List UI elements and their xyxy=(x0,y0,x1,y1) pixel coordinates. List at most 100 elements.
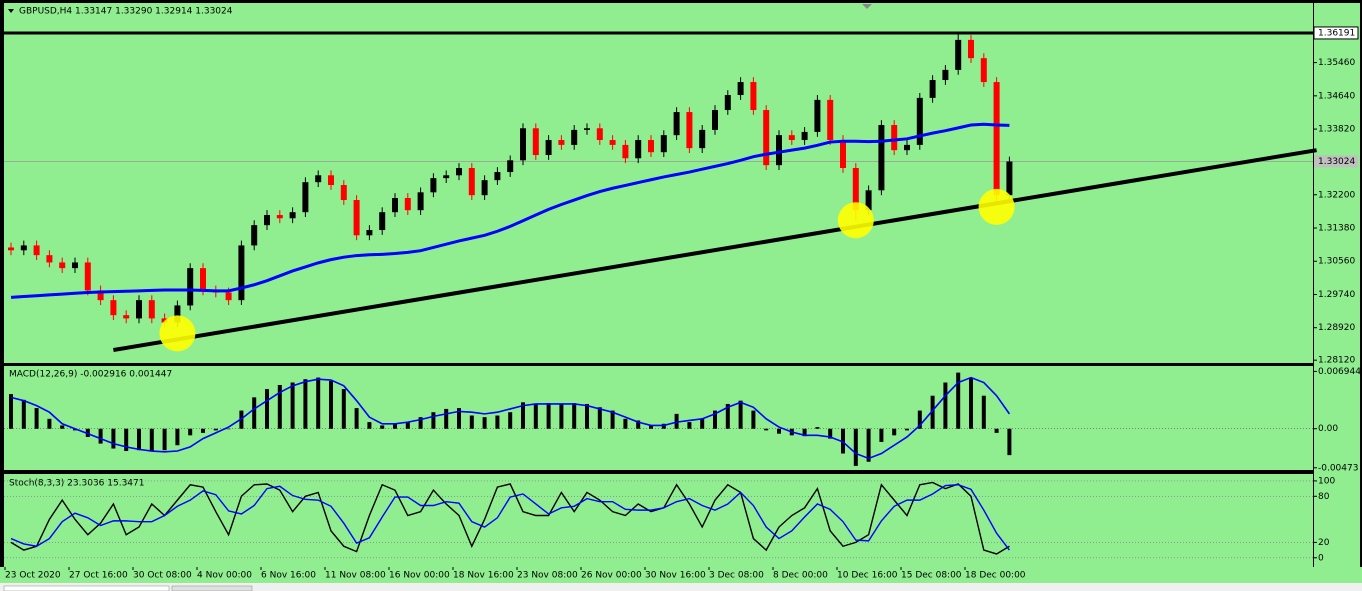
macd-bar xyxy=(290,382,295,429)
macd-bar xyxy=(303,379,308,429)
candle-body xyxy=(315,175,322,183)
macd-bar xyxy=(124,428,129,452)
candle-body xyxy=(763,110,770,166)
tab[interactable] xyxy=(171,585,253,591)
y-tick-label: 1.35460 xyxy=(1318,58,1355,68)
macd-bar xyxy=(623,418,628,429)
candle-body xyxy=(520,128,526,161)
stoch-signal xyxy=(10,484,1010,551)
macd-bar xyxy=(265,389,269,429)
y-tick-label: 80 xyxy=(1318,492,1330,502)
macd-bar xyxy=(943,382,948,429)
macd-bar xyxy=(444,408,449,429)
macd-title: MACD(12,26,9) -0.002916 0.001447 xyxy=(9,370,172,380)
current-price-label: 1.33024 xyxy=(1318,157,1355,167)
candle-body xyxy=(33,245,40,256)
candle-body xyxy=(891,125,898,151)
candle-body xyxy=(289,212,296,219)
candle-body xyxy=(97,290,104,301)
macd-bar xyxy=(431,412,436,429)
macd-bar xyxy=(533,403,538,429)
macd-bar xyxy=(956,372,961,429)
candle-body xyxy=(558,140,565,145)
candle-body xyxy=(417,192,424,211)
macd-bar xyxy=(213,428,218,431)
candle-body xyxy=(827,99,834,141)
macd-bar xyxy=(930,395,935,429)
dropdown-arrow[interactable] xyxy=(8,9,14,13)
x-tick-label: 15 Dec 08:00 xyxy=(901,571,962,581)
candle-body xyxy=(72,262,78,269)
macd-bar xyxy=(418,417,423,429)
macd-bar xyxy=(636,420,641,429)
macd-bar xyxy=(892,428,897,436)
macd-bar xyxy=(367,422,372,429)
y-tick-label: 1.34640 xyxy=(1318,91,1355,101)
x-tick-label: 18 Dec 00:00 xyxy=(965,571,1026,581)
macd-bar xyxy=(329,380,333,429)
candle-body xyxy=(200,268,206,291)
stoch-panel xyxy=(4,474,1313,567)
macd-bar xyxy=(277,384,282,429)
tab[interactable] xyxy=(3,585,170,591)
macd-bar xyxy=(969,377,973,429)
candle-body xyxy=(328,175,334,186)
x-tick-label: 16 Nov 00:00 xyxy=(389,571,450,581)
macd-bar xyxy=(149,428,154,452)
y-tick-label: 1.29740 xyxy=(1318,290,1355,300)
candle-body xyxy=(110,300,117,316)
macd-bar xyxy=(98,428,103,444)
candle-body xyxy=(596,128,603,141)
macd-bar xyxy=(495,415,500,429)
candle-body xyxy=(840,140,846,168)
y-tick-label: 1.31380 xyxy=(1318,224,1355,234)
candle-body xyxy=(59,262,66,269)
time-scale xyxy=(0,567,1362,583)
candle-body xyxy=(481,180,488,196)
macd-bar xyxy=(853,428,858,466)
candle-body xyxy=(942,69,949,81)
macd-bar xyxy=(559,403,564,429)
x-tick-label: 30 Nov 16:00 xyxy=(645,571,706,581)
macd-bar xyxy=(201,428,205,433)
y-tick-label: 1.28120 xyxy=(1318,356,1355,366)
candle-body xyxy=(148,300,155,319)
macd-bar xyxy=(981,395,986,429)
candle-body xyxy=(648,140,654,153)
candle-body xyxy=(545,140,552,156)
candle-body xyxy=(929,80,936,98)
x-tick-label: 23 Oct 2020 xyxy=(5,571,61,581)
macd-bar xyxy=(482,417,487,429)
y-tick-label: 0.006944 xyxy=(1318,367,1361,377)
candle-body xyxy=(814,99,821,132)
macd-bar xyxy=(226,428,231,430)
tab-bar xyxy=(0,583,1362,591)
macd-bar xyxy=(994,428,999,433)
trendline xyxy=(113,148,1317,353)
macd-bar xyxy=(9,394,13,429)
candle-body xyxy=(724,95,731,111)
candle-body xyxy=(8,247,14,251)
macd-bar xyxy=(521,402,525,429)
candle-body xyxy=(801,131,808,141)
candle-body xyxy=(878,125,885,191)
y-tick-label: 0.00 xyxy=(1318,424,1338,434)
candle-body xyxy=(712,110,718,130)
macd-bar xyxy=(508,412,513,429)
macd-bar xyxy=(137,428,141,451)
candle-body xyxy=(904,144,910,151)
candle-body xyxy=(187,268,194,306)
macd-bar xyxy=(610,410,615,429)
macd-bar xyxy=(815,427,820,429)
candle-body xyxy=(84,262,91,291)
x-tick-label: 27 Oct 16:00 xyxy=(69,571,128,581)
y-tick-label: 20 xyxy=(1318,538,1330,548)
macd-bar xyxy=(713,410,717,429)
candle-body xyxy=(404,198,411,211)
resistance-box xyxy=(1313,26,1359,40)
macd-bar xyxy=(393,423,397,429)
price-panel xyxy=(4,3,1313,363)
macd-bar xyxy=(252,397,257,429)
macd-bar xyxy=(917,410,922,429)
shift-marker[interactable] xyxy=(862,4,872,9)
